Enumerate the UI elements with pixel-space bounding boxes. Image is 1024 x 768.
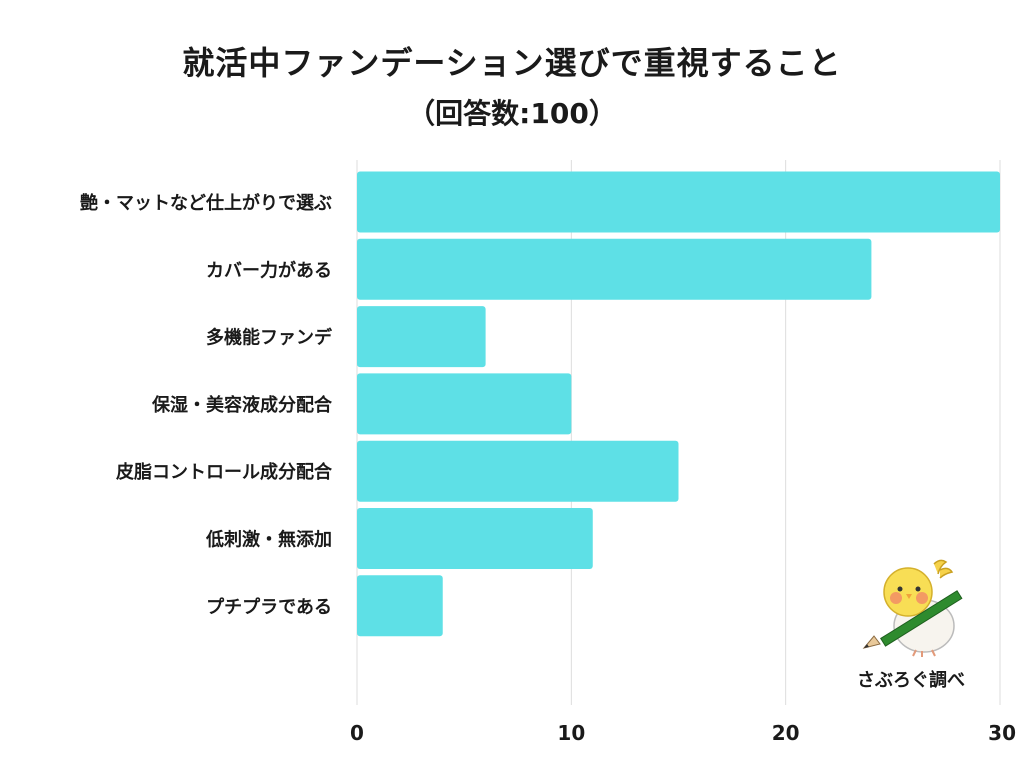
x-tick-label: 10 <box>557 721 585 745</box>
x-tick-label: 30 <box>988 721 1016 745</box>
category-label: 保湿・美容液成分配合 <box>151 394 333 416</box>
category-label: 皮脂コントロール成分配合 <box>116 461 333 483</box>
bar <box>357 440 679 502</box>
bar <box>357 508 593 569</box>
cockatiel-bird-icon <box>862 559 963 657</box>
category-label: 低刺激・無添加 <box>205 529 332 551</box>
bar <box>357 373 572 435</box>
chart-title: 就活中ファンデーション選びで重視すること <box>182 44 842 82</box>
chart-subtitle: （回答数:100） <box>407 97 617 130</box>
source-badge: さぶろぐ調べ <box>836 556 986 696</box>
x-tick-label: 20 <box>772 721 800 745</box>
bar <box>357 575 443 637</box>
bar <box>357 238 872 300</box>
bar <box>357 306 486 368</box>
source-badge-text: さぶろぐ調べ <box>857 670 965 691</box>
x-tick-label: 0 <box>350 721 364 745</box>
category-label: プチプラである <box>206 596 332 618</box>
category-label: 多機能ファンデ <box>206 327 333 349</box>
category-label: 艶・マットなど仕上がりで選ぶ <box>80 192 332 214</box>
category-label: カバー力がある <box>206 259 332 281</box>
bar <box>357 171 1000 233</box>
